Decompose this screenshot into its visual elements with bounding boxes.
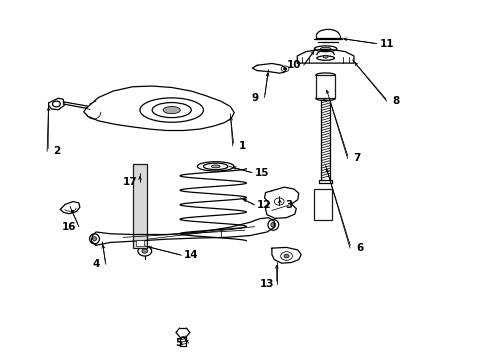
Text: 2: 2 bbox=[53, 146, 60, 156]
Text: 12: 12 bbox=[257, 200, 272, 210]
Text: 16: 16 bbox=[62, 222, 76, 231]
Text: 9: 9 bbox=[251, 93, 258, 103]
Text: 17: 17 bbox=[123, 177, 138, 187]
Bar bbox=[316, 75, 335, 98]
Circle shape bbox=[52, 101, 60, 107]
Circle shape bbox=[320, 195, 327, 201]
Ellipse shape bbox=[323, 55, 328, 58]
Circle shape bbox=[136, 222, 145, 229]
Circle shape bbox=[320, 206, 327, 211]
Ellipse shape bbox=[320, 47, 331, 50]
Ellipse shape bbox=[163, 107, 180, 114]
Circle shape bbox=[138, 246, 152, 256]
Text: 7: 7 bbox=[354, 153, 361, 163]
Text: 10: 10 bbox=[287, 60, 301, 70]
Bar bbox=[136, 240, 144, 246]
Ellipse shape bbox=[211, 165, 220, 168]
Circle shape bbox=[136, 168, 145, 174]
Text: 4: 4 bbox=[92, 259, 99, 269]
Circle shape bbox=[142, 249, 148, 253]
Ellipse shape bbox=[271, 222, 276, 227]
Circle shape bbox=[284, 68, 287, 70]
Bar bbox=[315, 189, 332, 220]
Text: 1: 1 bbox=[239, 141, 246, 151]
Text: 3: 3 bbox=[285, 200, 293, 210]
Text: 11: 11 bbox=[379, 39, 394, 49]
Circle shape bbox=[136, 236, 145, 242]
Text: 8: 8 bbox=[393, 96, 400, 106]
Text: 6: 6 bbox=[356, 243, 364, 253]
Ellipse shape bbox=[93, 237, 97, 241]
Text: 13: 13 bbox=[260, 279, 274, 289]
Circle shape bbox=[284, 254, 289, 258]
Circle shape bbox=[136, 181, 145, 188]
Bar bbox=[133, 164, 147, 248]
Text: 5: 5 bbox=[175, 338, 183, 348]
Circle shape bbox=[136, 195, 145, 202]
Circle shape bbox=[136, 209, 145, 215]
Text: 14: 14 bbox=[184, 250, 198, 260]
Text: 15: 15 bbox=[255, 168, 270, 178]
